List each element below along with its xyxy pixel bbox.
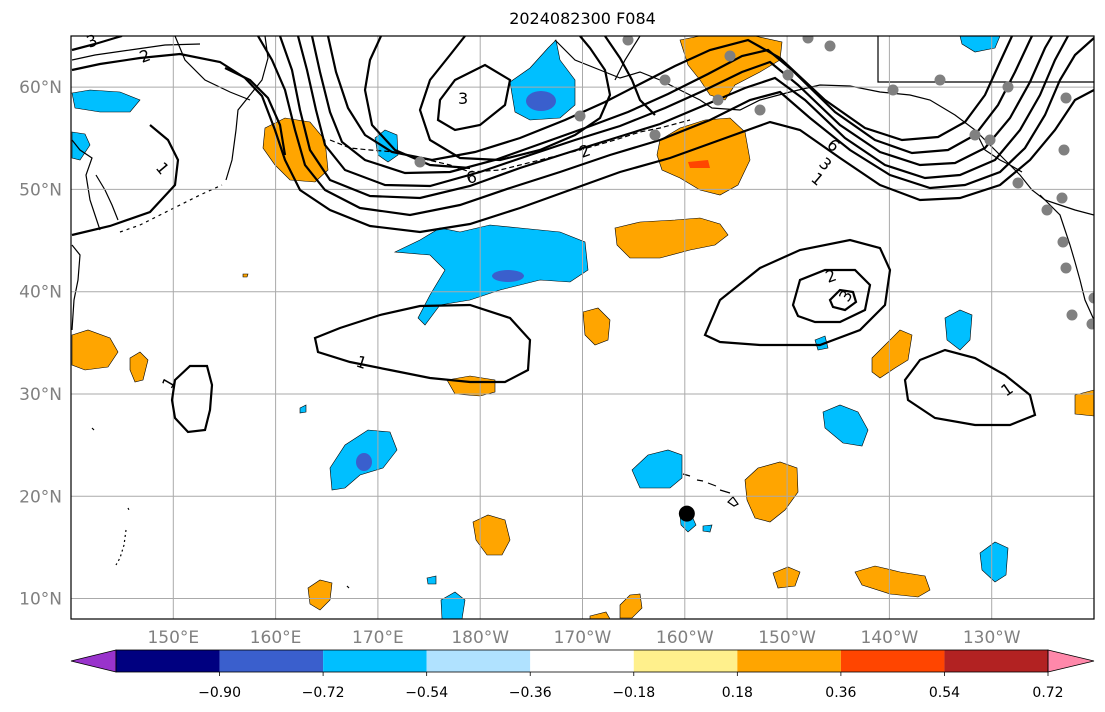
colorbar-tick-label: 0.18 bbox=[722, 685, 753, 701]
coastlines bbox=[71, 36, 1094, 589]
contour-label: 3 bbox=[458, 89, 468, 108]
colorbar-extend-max bbox=[1047, 649, 1095, 673]
station-dot bbox=[1041, 204, 1053, 216]
longitude-label: 140°W bbox=[861, 628, 919, 648]
colorbar-extend-min bbox=[70, 649, 117, 673]
station-dots bbox=[414, 36, 1094, 330]
station-dot bbox=[649, 129, 661, 141]
station-dot bbox=[1056, 192, 1068, 204]
station-dot bbox=[754, 104, 766, 116]
colorbar-bin bbox=[944, 650, 1048, 672]
latitude-label: 30°N bbox=[19, 385, 62, 405]
station-dot bbox=[802, 36, 814, 44]
longitude-label: 130°W bbox=[963, 628, 1021, 648]
colorbar-tick-label: 0.54 bbox=[929, 685, 960, 701]
station-dot bbox=[1086, 318, 1094, 330]
longitude-label: 160°W bbox=[656, 628, 714, 648]
colorbar-outline bbox=[115, 649, 1049, 673]
latitude-label: 50°N bbox=[19, 180, 62, 200]
colorbar-bin bbox=[737, 650, 841, 672]
colorbar-tick-label: −0.72 bbox=[302, 685, 345, 701]
longitude-labels: 150°E 160°E 170°E 180°W 170°W 160°W 150°W 140°W… bbox=[147, 628, 1020, 648]
latitude-labels: 10°N 20°N 30°N 40°N 50°N 60°N bbox=[19, 78, 62, 609]
colorbar-bin bbox=[840, 650, 945, 672]
colorbar-bin bbox=[530, 650, 634, 672]
colorbar-tick-label: −0.90 bbox=[198, 685, 241, 701]
station-dot bbox=[1060, 262, 1072, 274]
colorbar-bin bbox=[323, 650, 427, 672]
latitude-label: 60°N bbox=[19, 78, 62, 98]
latitude-label: 40°N bbox=[19, 283, 62, 303]
station-dot bbox=[1058, 144, 1070, 156]
station-dot bbox=[1012, 177, 1024, 189]
station-dot bbox=[969, 129, 981, 141]
station-dot bbox=[824, 40, 836, 52]
longitude-label: 170°W bbox=[554, 628, 612, 648]
map-title: 2024082300 F084 bbox=[509, 9, 656, 28]
colorbar-tick-label: −0.36 bbox=[509, 685, 552, 701]
latitude-label: 10°N bbox=[19, 590, 62, 610]
longitude-label: 150°E bbox=[147, 628, 199, 648]
colorbar-tick-label: 0.72 bbox=[1032, 685, 1063, 701]
station-dot bbox=[1088, 292, 1094, 304]
station-dot bbox=[1002, 81, 1014, 93]
colorbar-bin bbox=[116, 650, 220, 672]
negative-anomaly-shading bbox=[71, 36, 1009, 619]
colorbar-tick-label: 0.36 bbox=[825, 685, 856, 701]
storm-position-marker bbox=[678, 505, 695, 522]
colorbar-tick-label: −0.18 bbox=[612, 685, 655, 701]
station-dot bbox=[1066, 309, 1078, 321]
colorbar-bin bbox=[426, 650, 531, 672]
station-dot bbox=[622, 36, 634, 46]
longitude-label: 180°W bbox=[451, 628, 509, 648]
station-dot bbox=[574, 110, 586, 122]
station-dot bbox=[414, 156, 426, 168]
station-dot bbox=[659, 74, 671, 86]
colorbar-tick-label: −0.54 bbox=[405, 685, 448, 701]
graticule bbox=[71, 36, 1094, 619]
station-dot bbox=[1060, 92, 1072, 104]
longitude-label: 160°E bbox=[250, 628, 302, 648]
station-dot bbox=[1057, 236, 1069, 248]
longitude-label: 170°E bbox=[352, 628, 404, 648]
map-border bbox=[70, 35, 1095, 620]
station-dot bbox=[984, 134, 996, 146]
station-dot bbox=[724, 50, 736, 62]
station-dot bbox=[934, 74, 946, 86]
contour-lines bbox=[71, 36, 1094, 434]
longitude-label: 150°W bbox=[758, 628, 816, 648]
latitude-label: 20°N bbox=[19, 487, 62, 507]
colorbar: −0.90 −0.72 −0.54 −0.36 −0.18 0.18 0.36 0.54 0.7… bbox=[70, 649, 1095, 701]
contour-label: 6 bbox=[464, 167, 479, 188]
colorbar-bin bbox=[219, 650, 324, 672]
station-dot bbox=[782, 69, 794, 81]
station-dot bbox=[887, 84, 899, 96]
station-dot bbox=[712, 94, 724, 106]
colorbar-bin bbox=[633, 650, 738, 672]
